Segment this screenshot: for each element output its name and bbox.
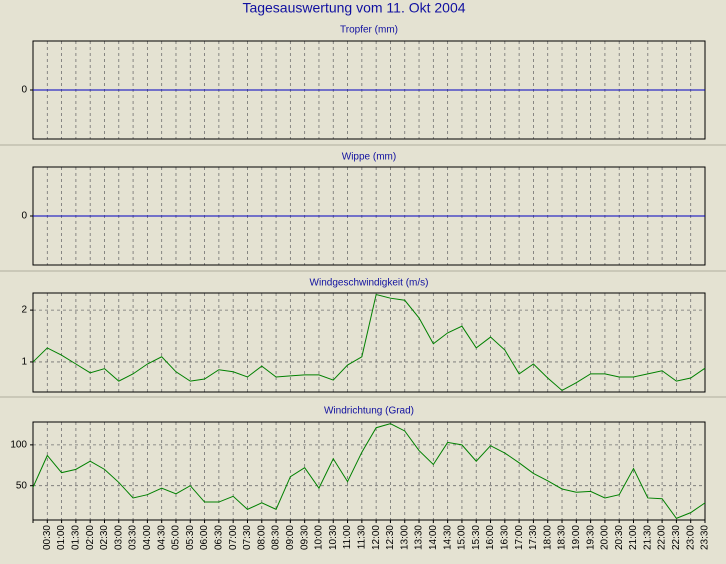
x-tick-label: 18:30: [557, 525, 568, 550]
x-tick-label: 22:30: [671, 525, 682, 550]
x-tick-label: 13:30: [414, 525, 425, 550]
x-tick-label: 04:00: [142, 525, 153, 550]
x-tick-label: 08:00: [256, 525, 267, 550]
y-tick-label: 0: [21, 85, 27, 96]
y-tick-label: 50: [16, 480, 28, 491]
page-title: Tagesauswertung vom 11. Okt 2004: [242, 0, 465, 16]
x-tick-label: 21:00: [628, 525, 639, 550]
y-tick-label: 1: [21, 357, 27, 368]
x-tick-label: 16:00: [485, 525, 496, 550]
x-tick-label: 23:00: [685, 525, 696, 550]
x-tick-label: 04:30: [156, 525, 167, 550]
x-tick-label: 21:30: [642, 525, 653, 550]
panel-title: Windgeschwindigkeit (m/s): [310, 278, 429, 289]
x-tick-label: 02:30: [99, 525, 110, 550]
x-tick-label: 23:30: [700, 525, 711, 550]
x-tick-label: 10:00: [314, 525, 325, 550]
x-tick-label: 00:30: [42, 525, 53, 550]
x-tick-label: 03:30: [128, 525, 139, 550]
x-tick-label: 15:00: [457, 525, 468, 550]
data-line: [32, 293, 706, 392]
x-tick-label: 09:00: [285, 525, 296, 550]
x-tick-label: 12:00: [371, 525, 382, 550]
plot-frame: [32, 421, 706, 521]
x-tick-label: 19:00: [571, 525, 582, 550]
y-tick-label: 100: [10, 440, 27, 451]
y-tick-label: 0: [21, 211, 27, 222]
panel-title: Tropfer (mm): [340, 25, 398, 36]
x-tick-label: 20:00: [600, 525, 611, 550]
x-tick-label: 02:00: [85, 525, 96, 550]
x-tick-label: 16:30: [499, 525, 510, 550]
x-tick-label: 12:30: [385, 525, 396, 550]
x-tick-label: 18:00: [542, 525, 553, 550]
x-tick-label: 19:30: [585, 525, 596, 550]
panel-title: Windrichtung (Grad): [324, 406, 414, 417]
x-tick-label: 14:00: [428, 525, 439, 550]
plot-frame: [32, 292, 706, 393]
x-tick-label: 22:00: [657, 525, 668, 550]
x-tick-label: 09:30: [299, 525, 310, 550]
x-tick-label: 15:30: [471, 525, 482, 550]
data-line: [32, 423, 706, 519]
x-tick-label: 11:30: [356, 525, 367, 550]
x-tick-label: 05:00: [171, 525, 182, 550]
x-tick-label: 14:30: [442, 525, 453, 550]
panel-title: Wippe (mm): [342, 152, 396, 163]
y-tick-label: 2: [21, 305, 27, 316]
x-tick-label: 06:00: [199, 525, 210, 550]
x-tick-label: 13:00: [399, 525, 410, 550]
x-tick-label: 07:00: [228, 525, 239, 550]
x-tick-label: 11:00: [342, 525, 353, 550]
x-tick-label: 05:30: [185, 525, 196, 550]
x-tick-label: 17:30: [528, 525, 539, 550]
x-tick-label: 01:00: [56, 525, 67, 550]
x-tick-label: 20:30: [614, 525, 625, 550]
x-tick-label: 06:30: [214, 525, 225, 550]
x-tick-label: 17:00: [514, 525, 525, 550]
x-tick-label: 07:30: [242, 525, 253, 550]
x-tick-label: 08:30: [271, 525, 282, 550]
x-tick-label: 03:00: [113, 525, 124, 550]
x-tick-label: 01:30: [71, 525, 82, 550]
x-tick-label: 10:30: [328, 525, 339, 550]
